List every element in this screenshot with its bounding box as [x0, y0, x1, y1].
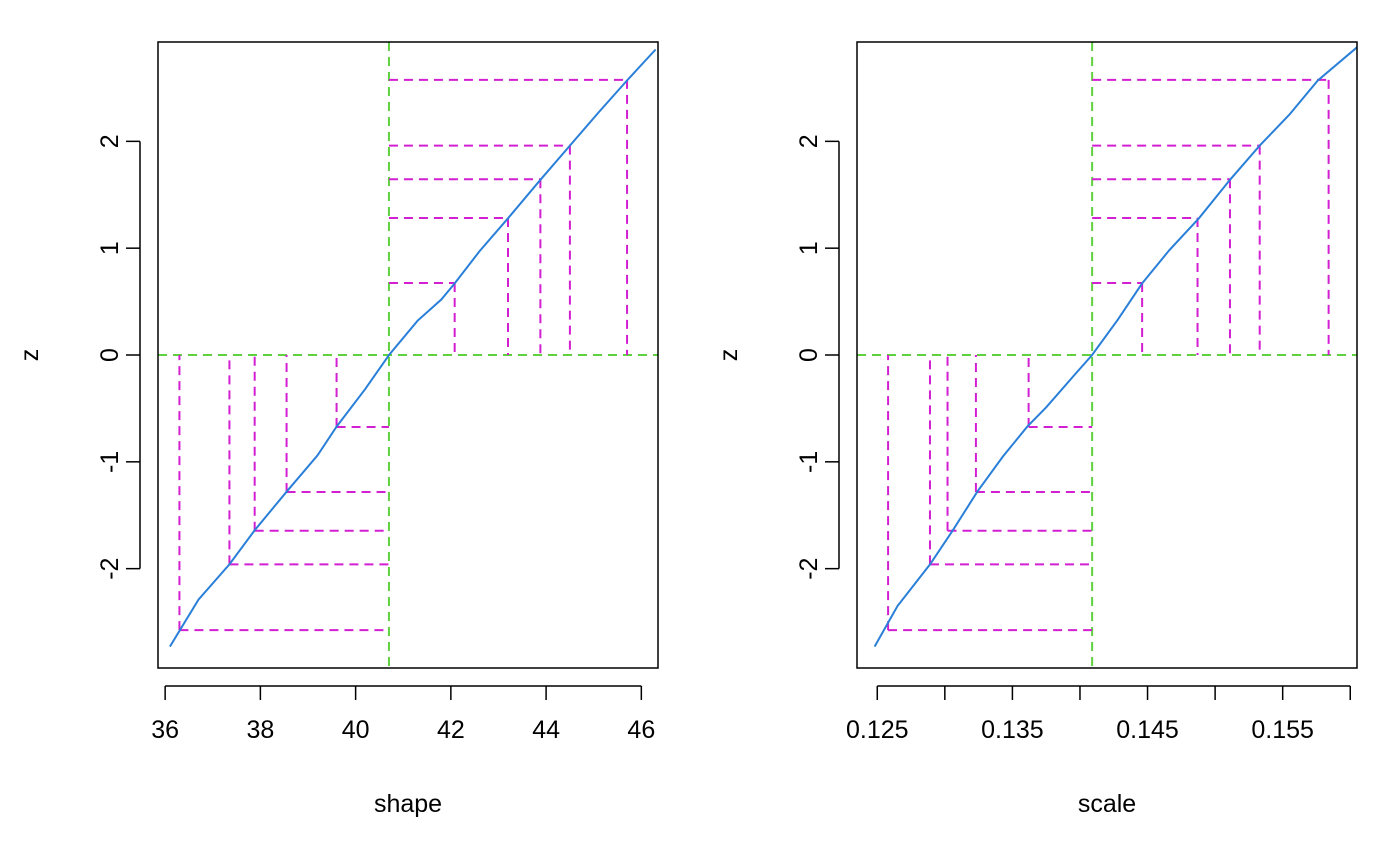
y-tick-label: 0 — [795, 348, 823, 362]
y-tick-label: 1 — [795, 241, 823, 255]
x-tick-label: 46 — [627, 716, 655, 744]
y-tick-label: -1 — [795, 451, 823, 473]
x-axis-title: shape — [374, 790, 442, 818]
y-tick-label: 0 — [96, 348, 124, 362]
profile-curve — [873, 46, 1358, 648]
x-tick-label: 44 — [532, 716, 560, 744]
y-tick-label: 2 — [96, 134, 124, 148]
x-axis-title: scale — [1078, 790, 1136, 818]
y-tick-label: 2 — [795, 134, 823, 148]
y-tick-label: 1 — [96, 241, 124, 255]
chart-panel-1: 36 38 40 42 44 46 -2 -1 0 1 2 shape z — [16, 41, 659, 818]
y-tick-label: -2 — [96, 558, 124, 580]
y-tick-label: -1 — [96, 451, 124, 473]
y-axis-title: z — [16, 349, 44, 362]
x-tick-label: 42 — [437, 716, 465, 744]
x-tick-label: 0.135 — [981, 716, 1044, 744]
x-tick-label: 0.155 — [1251, 716, 1314, 744]
profile-curve — [169, 48, 657, 648]
x-tick-label: 0.145 — [1116, 716, 1179, 744]
x-tick-label: 40 — [342, 716, 370, 744]
x-tick-label: 0.125 — [846, 716, 909, 744]
y-tick-label: -2 — [795, 558, 823, 580]
x-tick-label: 38 — [246, 716, 274, 744]
chart-panel-2: 0.125 0.135 0.145 0.155 -2 -1 0 1 2 scale z — [715, 41, 1358, 818]
plot-frame — [157, 41, 659, 669]
x-tick-label: 36 — [151, 716, 179, 744]
y-axis-title: z — [715, 349, 743, 362]
plot-frame — [856, 41, 1358, 669]
